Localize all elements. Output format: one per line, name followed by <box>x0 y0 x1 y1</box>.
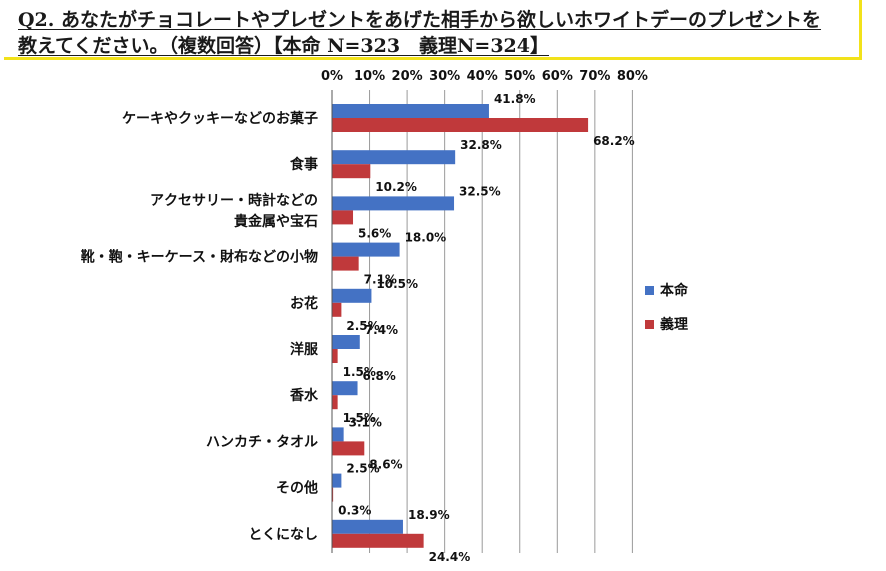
bar-giri-2 <box>332 210 354 225</box>
bar-honmei-1 <box>332 150 456 165</box>
bar-honmei-5 <box>332 335 360 349</box>
value-label-giri-1: 10.2% <box>375 180 417 194</box>
x-tick-label-50: 50% <box>504 69 535 84</box>
x-tick-label-30: 30% <box>429 69 460 84</box>
category-label-3: 靴・鞄・キーケース・財布などの小物 <box>81 249 318 266</box>
value-label-giri-4: 2.5% <box>346 319 379 333</box>
category-label-0: ケーキやクッキーなどのお菓子 <box>122 110 318 127</box>
bar-giri-0 <box>332 118 589 132</box>
legend-swatch-honmei <box>645 286 654 295</box>
value-label-giri-2: 5.6% <box>358 226 391 240</box>
category-label-6: 香水 <box>289 387 319 404</box>
category-label-8: その他 <box>276 480 318 497</box>
bar-giri-1 <box>332 164 371 179</box>
bar-giri-8 <box>332 487 334 502</box>
value-label-giri-0: 68.2% <box>593 134 635 148</box>
bar-giri-5 <box>332 349 338 363</box>
category-label-9: とくになし <box>248 527 318 543</box>
value-label-giri-5: 1.5% <box>343 365 376 379</box>
value-label-honmei-3: 18.0% <box>405 231 447 245</box>
bar-giri-9 <box>332 533 424 548</box>
bar-giri-4 <box>332 302 342 317</box>
x-tick-label-0: 0% <box>321 69 343 84</box>
bar-honmei-0 <box>332 104 489 118</box>
category-label-2-1: 貴金属や宝石 <box>234 213 318 230</box>
bar-honmei-9 <box>332 519 403 534</box>
x-tick-label-80: 80% <box>617 69 648 84</box>
category-label-4: お花 <box>290 295 318 312</box>
bar-honmei-4 <box>332 288 372 303</box>
bar-honmei-6 <box>332 381 358 396</box>
value-label-giri-8: 0.3% <box>338 504 371 518</box>
x-tick-label-10: 10% <box>354 69 385 84</box>
value-label-honmei-5: 7.4% <box>365 323 398 337</box>
legend-swatch-giri <box>645 320 654 329</box>
bar-honmei-7 <box>332 427 344 442</box>
x-tick-label-70: 70% <box>579 69 610 84</box>
value-label-honmei-9: 18.9% <box>408 508 450 522</box>
value-label-honmei-4: 10.5% <box>376 277 418 291</box>
value-label-giri-9: 24.4% <box>429 550 471 564</box>
bar-honmei-8 <box>332 473 342 488</box>
value-label-giri-6: 1.5% <box>343 411 376 425</box>
legend-label-honmei: 本命 <box>660 282 689 299</box>
value-label-honmei-6: 6.8% <box>363 369 396 383</box>
value-label-honmei-1: 32.8% <box>460 138 502 152</box>
category-label-5: 洋服 <box>290 341 319 358</box>
value-label-honmei-8: 2.5% <box>346 462 379 476</box>
value-label-giri-3: 7.1% <box>364 273 397 287</box>
category-label-2-0: アクセサリー・時計などの <box>150 192 318 209</box>
bar-giri-3 <box>332 256 359 271</box>
x-tick-label-60: 60% <box>542 69 573 84</box>
bar-giri-7 <box>332 441 365 456</box>
chart-title-line-2: 教えてください。（複数回答）【本命 N=323 義理N=324】 <box>18 35 549 57</box>
value-label-honmei-7: 3.1% <box>349 415 382 429</box>
x-tick-label-40: 40% <box>467 69 498 84</box>
bar-honmei-3 <box>332 242 400 257</box>
bar-giri-6 <box>332 395 338 410</box>
value-label-honmei-2: 32.5% <box>459 184 501 198</box>
title-box: Q2. あなたがチョコレートやプレゼントをあげた相手から欲しいホワイトデーのプレ… <box>4 0 862 60</box>
category-label-7: ハンカチ・タオル <box>206 434 318 450</box>
value-label-giri-7: 8.6% <box>369 457 402 471</box>
x-tick-label-20: 20% <box>392 69 423 84</box>
value-label-honmei-0: 41.8% <box>494 92 536 106</box>
chart-title-line-1: Q2. あなたがチョコレートやプレゼントをあげた相手から欲しいホワイトデーのプレ… <box>18 9 822 31</box>
category-label-1: 食事 <box>290 156 318 173</box>
legend-label-giri: 義理 <box>660 316 688 333</box>
bar-honmei-2 <box>332 196 455 211</box>
